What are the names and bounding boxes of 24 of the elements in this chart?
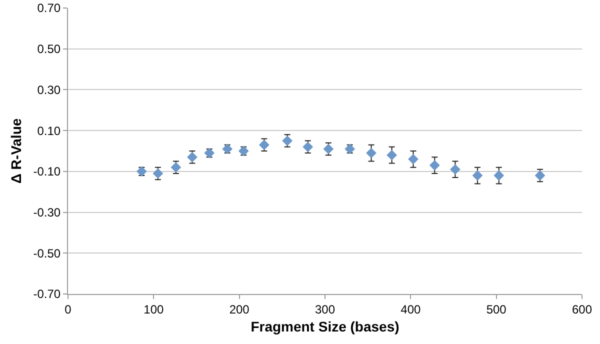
y-tick-label: 0.70 [37, 1, 61, 16]
x-tick-label: 500 [486, 302, 507, 316]
point [494, 170, 504, 181]
y-tick-label: 0.50 [37, 42, 61, 56]
y-tick-label: -0.10 [33, 164, 61, 179]
y-tick-label: 0.10 [37, 124, 61, 138]
x-tick-label: 300 [314, 302, 336, 316]
y-tick-label: 0.30 [37, 82, 61, 97]
x-tick-label: 0 [64, 302, 72, 316]
y-axis-title: Δ R-Value [8, 118, 24, 184]
point [450, 164, 460, 175]
point [386, 150, 398, 160]
point [408, 154, 418, 164]
x-tick-label: 100 [144, 302, 164, 316]
point [429, 160, 440, 170]
point [472, 170, 483, 181]
x-tick-label: 400 [400, 302, 421, 316]
y-tick-label: -0.30 [33, 205, 61, 220]
x-tick-label: 600 [572, 302, 592, 316]
x-tick-label: 200 [229, 302, 250, 316]
x-axis-title: Fragment Size (bases) [250, 318, 400, 335]
y-tick-label: -0.50 [33, 246, 61, 260]
y-tick-label: -0.70 [33, 287, 61, 302]
point [366, 148, 376, 158]
